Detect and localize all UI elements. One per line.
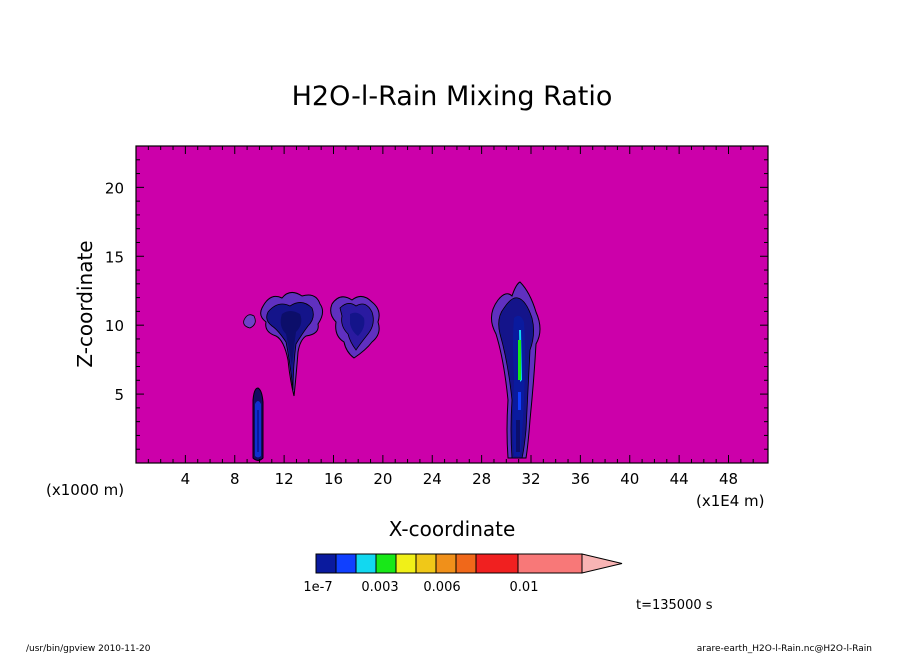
- footer-right: arare-earth_H2O-l-Rain.nc@H2O-l-Rain: [697, 644, 872, 654]
- x-tick-label: 20: [373, 470, 392, 488]
- colorbar-segment: [395, 553, 417, 574]
- x-tick-label: 12: [275, 470, 294, 488]
- colorbar-segment: [455, 553, 477, 574]
- colorbar-label: 0.003: [361, 580, 398, 595]
- plot-background: [136, 146, 768, 463]
- x-tick-label: 8: [230, 470, 240, 488]
- x-tick-label: 24: [423, 470, 442, 488]
- x-tick-label: 40: [620, 470, 639, 488]
- colorbar: [315, 553, 623, 574]
- colorbar-segment: [435, 553, 457, 574]
- x-tick-label: 32: [521, 470, 540, 488]
- low-rain-column: [252, 387, 264, 461]
- plot-frame: [135, 145, 769, 464]
- x-unit-left: (x1000 m): [46, 481, 124, 499]
- y-tick-label: 5: [114, 386, 124, 404]
- y-tick-label: 20: [105, 179, 124, 197]
- x-tick-label: 44: [670, 470, 689, 488]
- footer-left: /usr/bin/gpview 2010-11-20: [26, 644, 151, 654]
- time-label: t=135000 s: [636, 598, 713, 613]
- colorbar-segment: [375, 553, 397, 574]
- colorbar-labels: 1e-7 0.003 0.006 0.01: [303, 580, 538, 595]
- x-unit-right: (x1E4 m): [696, 492, 765, 510]
- x-tick-label: 16: [324, 470, 343, 488]
- rain-cloud-1: [243, 292, 324, 397]
- x-axis-label: X-coordinate: [389, 517, 516, 541]
- y-tick-label: 10: [105, 317, 124, 335]
- y-axis-ticks: 5 10 15 20: [105, 159, 768, 450]
- colorbar-segment: [517, 553, 583, 574]
- x-tick-label: 48: [719, 470, 738, 488]
- x-tick-label: 28: [472, 470, 491, 488]
- x-tick-label: 36: [571, 470, 590, 488]
- x-tick-label: 4: [181, 470, 191, 488]
- rain-cloud-2: [330, 296, 380, 359]
- x-axis-ticks: 4 8 12 16 20 24 28 32 36 40 44 48: [147, 146, 754, 488]
- y-axis-label: Z-coordinate: [73, 240, 97, 367]
- colorbar-extension: [581, 553, 623, 574]
- tall-rain-column: [491, 281, 541, 459]
- colorbar-segment: [315, 553, 337, 574]
- colorbar-segment: [415, 553, 437, 574]
- colorbar-segment: [335, 553, 357, 574]
- colorbar-label: 0.01: [510, 580, 539, 595]
- chart-title: H2O-l-Rain Mixing Ratio: [292, 81, 613, 112]
- colorbar-segment: [475, 553, 519, 574]
- rain-features: [243, 281, 541, 461]
- y-tick-label: 15: [105, 248, 124, 266]
- colorbar-label: 0.006: [423, 580, 460, 595]
- colorbar-segment: [355, 553, 377, 574]
- colorbar-label: 1e-7: [303, 580, 332, 595]
